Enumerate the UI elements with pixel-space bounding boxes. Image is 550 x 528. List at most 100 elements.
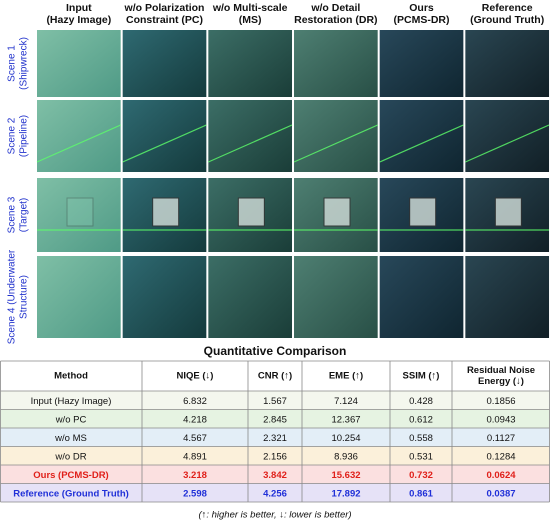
target-board — [237, 197, 265, 227]
table-cell: 2.321 — [263, 433, 287, 444]
table-cell: 0.428 — [409, 396, 433, 407]
table-cell: 0.1127 — [487, 433, 515, 444]
table-header: NIQE (↓) — [177, 371, 214, 382]
row-label: Structure) — [19, 275, 30, 319]
table-cell: 2.845 — [263, 414, 287, 425]
table-row-bg — [0, 483, 550, 502]
table-cell: 17.892 — [331, 488, 360, 499]
table-cell: 1.567 — [263, 396, 287, 407]
table-header-bg — [0, 361, 550, 391]
column-header: Constraint (PC) — [126, 14, 203, 26]
row-label: Scene 2 — [7, 117, 18, 154]
table-cell: Reference (Ground Truth) — [13, 488, 129, 499]
table-cell: 0.531 — [409, 451, 433, 462]
table-header: Residual Noise — [467, 365, 535, 376]
laser-line — [122, 124, 207, 163]
row-label: Scene 3 — [7, 196, 18, 233]
column-header: w/o Detail — [310, 2, 360, 14]
scene-image — [465, 30, 550, 97]
table-cell: 12.367 — [331, 414, 360, 425]
laser-line — [465, 124, 550, 163]
table-row-bg — [0, 409, 550, 428]
table-row-bg — [0, 391, 550, 410]
row-label: (Target) — [19, 198, 30, 232]
table-cell: 8.936 — [334, 451, 358, 462]
table-header: Energy (↓) — [478, 376, 524, 387]
scene-image — [122, 100, 207, 172]
column-header: Restoration (DR) — [294, 14, 377, 26]
scene-image — [37, 30, 121, 97]
scene-image — [37, 178, 121, 252]
table-cell: Ours (PCMS-DR) — [33, 470, 108, 481]
column-header: Ours — [409, 2, 434, 14]
column-header: w/o Multi-scale — [212, 2, 288, 14]
table-cell: 0.0624 — [486, 470, 516, 481]
laser-line — [379, 124, 464, 163]
table-cell: 10.254 — [331, 433, 360, 444]
target-board — [152, 197, 180, 227]
table-cell: 0.0387 — [486, 488, 515, 499]
column-header: (Ground Truth) — [470, 14, 544, 26]
scene-image — [465, 100, 550, 172]
table-cell: 0.612 — [409, 414, 433, 425]
row-label: Scene 1 — [7, 45, 18, 82]
table-cell: 15.632 — [331, 470, 360, 481]
column-header: Input — [66, 2, 92, 14]
table-cell: 7.124 — [334, 396, 358, 407]
table-row-bg — [0, 428, 550, 447]
table-cell: 6.832 — [183, 396, 207, 407]
table-cell: 0.1284 — [486, 451, 515, 462]
column-header: (PCMS-DR) — [394, 14, 450, 26]
scene-image — [294, 30, 378, 97]
column-header: (MS) — [239, 14, 262, 26]
scene-image — [208, 256, 293, 338]
table-header: CNR (↑) — [258, 371, 292, 382]
table-cell: 0.558 — [409, 433, 433, 444]
scene-image — [208, 30, 293, 97]
target-board — [494, 197, 522, 227]
table-cell: Input (Hazy Image) — [31, 396, 112, 407]
table-cell: 4.891 — [183, 451, 207, 462]
column-header: Reference — [482, 2, 533, 14]
table-cell: 3.218 — [183, 470, 207, 481]
scene-image — [379, 256, 464, 338]
scene-image — [122, 256, 207, 338]
scene-image — [294, 100, 378, 172]
table-cell: w/o MS — [54, 433, 87, 444]
scene-image — [208, 100, 293, 172]
table-cell: 0.861 — [409, 488, 433, 499]
column-header: (Hazy Image) — [46, 14, 111, 26]
table-cell: 2.156 — [263, 451, 287, 462]
table-cell: 4.218 — [183, 414, 207, 425]
laser-line — [208, 124, 293, 163]
table-cell: 4.256 — [263, 488, 287, 499]
laser-line — [36, 124, 121, 163]
table-cell: 0.732 — [409, 470, 433, 481]
table-cell: 0.1856 — [486, 396, 515, 407]
table-row-bg — [0, 446, 550, 465]
column-header: w/o Polarization — [124, 2, 205, 14]
table-cell: w/o PC — [55, 414, 87, 425]
laser-line — [293, 124, 378, 163]
scene-image — [294, 256, 378, 338]
row-label: (Pipeline) — [19, 115, 30, 157]
scene-image — [37, 100, 121, 172]
table-header: SSIM (↑) — [403, 371, 440, 382]
scene-image — [379, 100, 464, 172]
row-label: (Shipwreck) — [19, 37, 30, 90]
scene-image — [465, 256, 550, 338]
table-cell: w/o DR — [54, 451, 86, 462]
row-label: Scene 4 (Underwater — [7, 249, 18, 344]
table-header: EME (↑) — [329, 371, 363, 382]
table-cell: 4.567 — [183, 433, 207, 444]
table-cell: 3.842 — [263, 470, 287, 481]
table-cell: 0.0943 — [486, 414, 515, 425]
target-board — [409, 197, 437, 227]
table-cell: 2.598 — [183, 488, 207, 499]
target-board — [323, 197, 351, 227]
scene-image — [122, 30, 207, 97]
table-row-bg — [0, 465, 550, 484]
scene-image — [379, 30, 464, 97]
